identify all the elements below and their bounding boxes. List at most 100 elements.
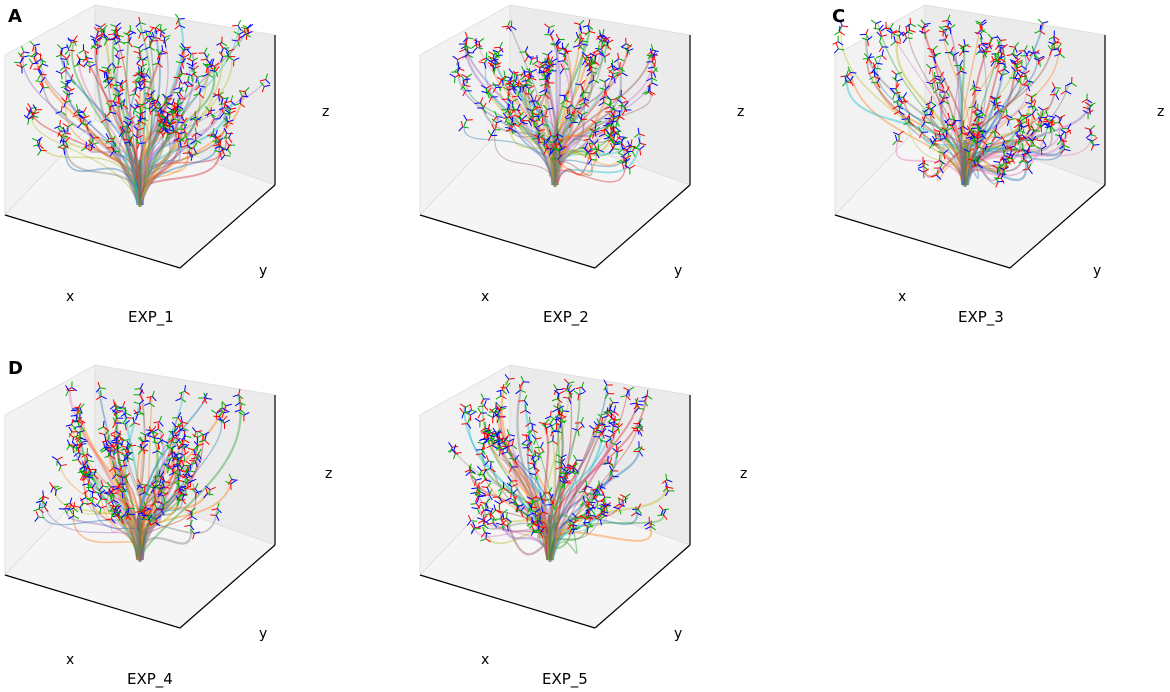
frame-y-axis (208, 489, 211, 496)
frame-y-axis (197, 75, 204, 78)
frame-x-axis (200, 58, 207, 61)
frame-z-axis (220, 56, 224, 63)
frame-y-axis (593, 79, 600, 84)
frame-y-axis (1057, 43, 1062, 49)
frame-x-axis (178, 81, 181, 88)
frame-y-axis (477, 441, 484, 445)
frame-y-axis (994, 60, 1001, 63)
panel-title: EXP_2 (543, 308, 589, 327)
frame-z-axis (63, 101, 67, 109)
frame-x-axis (79, 63, 85, 68)
frame-y-axis (37, 150, 42, 156)
frame-z-axis (522, 86, 525, 93)
frame-y-axis (185, 477, 192, 483)
frame-x-axis (125, 448, 131, 454)
frame-y-axis (943, 100, 950, 105)
frame-z-axis (559, 479, 565, 484)
frame-z-axis (264, 84, 271, 87)
frame-x-axis (589, 30, 596, 34)
frame-x-axis (93, 474, 99, 480)
frame-z-axis (532, 100, 536, 107)
frame-y-axis (203, 47, 208, 54)
trajectory-line (553, 117, 620, 186)
frame-x-axis (172, 107, 178, 113)
frame-y-axis (193, 431, 197, 438)
frame-z-axis (136, 484, 141, 490)
frame-y-axis (532, 451, 538, 457)
frame-y-axis (1017, 139, 1021, 146)
frame-y-axis (207, 73, 214, 78)
frame-x-axis (215, 135, 220, 141)
frame-z-axis (587, 159, 592, 165)
frame-x-axis (94, 44, 102, 47)
frame-z-axis (88, 489, 95, 494)
frame-y-axis (574, 527, 581, 530)
frame-x-axis (577, 425, 583, 431)
frame-z-axis (622, 158, 628, 164)
frame-z-axis (586, 527, 589, 534)
frame-z-axis (1082, 109, 1089, 114)
frame-y-axis (1008, 118, 1015, 121)
frame-x-axis (127, 126, 132, 132)
frame-x-axis (600, 44, 606, 50)
frame-y-axis (60, 111, 67, 116)
frame-x-axis (501, 98, 508, 101)
frame-y-axis (494, 54, 498, 61)
trajectory-line (549, 522, 652, 561)
trajectory-line (138, 114, 184, 206)
frame-z-axis (471, 507, 478, 510)
frame-y-axis (502, 79, 509, 82)
frame-x-axis (638, 446, 645, 451)
trajectory-line (936, 153, 965, 186)
trajectory-line (965, 113, 1014, 186)
frame-z-axis (925, 101, 932, 106)
frame-z-axis (492, 427, 497, 434)
frame-z-axis (1015, 134, 1021, 140)
frame-z-axis (1018, 110, 1023, 116)
frame-z-axis (973, 160, 977, 167)
frame-x-axis (619, 494, 626, 498)
frame-y-axis (487, 428, 490, 435)
frame-z-axis (559, 422, 562, 429)
trajectory-line (481, 470, 551, 561)
frame-x-axis (194, 492, 197, 499)
frame-x-axis (137, 127, 144, 131)
frame-y-axis (105, 102, 112, 108)
frame-z-axis (124, 116, 131, 121)
frame-x-axis (170, 121, 177, 126)
frame-y-axis (875, 67, 882, 70)
frame-z-axis (492, 49, 499, 53)
frame-y-axis (506, 521, 513, 526)
z-axis-label: z (737, 104, 744, 120)
frame-x-axis (923, 160, 926, 167)
frame-y-axis (599, 78, 606, 83)
frame-z-axis (508, 76, 513, 82)
frame-x-axis (497, 80, 503, 86)
frame-y-axis (920, 19, 926, 25)
frame-z-axis (1002, 143, 1007, 149)
trajectory-line (140, 102, 234, 206)
frame-x-axis (82, 476, 88, 482)
frame-y-axis (542, 143, 547, 150)
frame-y-axis (218, 103, 225, 105)
frame-y-axis (225, 56, 230, 63)
frame-x-axis (480, 479, 486, 485)
frame-x-axis (136, 63, 142, 68)
trajectory-line (124, 132, 144, 206)
frame-z-axis (55, 70, 62, 74)
frame-y-axis (1045, 118, 1052, 122)
trajectory-line (88, 468, 144, 561)
frame-x-axis (489, 408, 495, 413)
frame-z-axis (173, 434, 180, 437)
frame-y-axis (910, 23, 917, 28)
trajectory-line (921, 150, 969, 186)
frame-z-axis (938, 100, 945, 105)
frame-z-axis (976, 155, 981, 162)
frame-x-axis (103, 426, 109, 431)
frame-z-axis (484, 479, 491, 483)
frame-z-axis (82, 483, 89, 486)
frame-x-axis (546, 60, 552, 66)
frame-x-axis (994, 63, 1000, 69)
trajectory-line (962, 145, 987, 186)
frame-x-axis (595, 35, 602, 40)
